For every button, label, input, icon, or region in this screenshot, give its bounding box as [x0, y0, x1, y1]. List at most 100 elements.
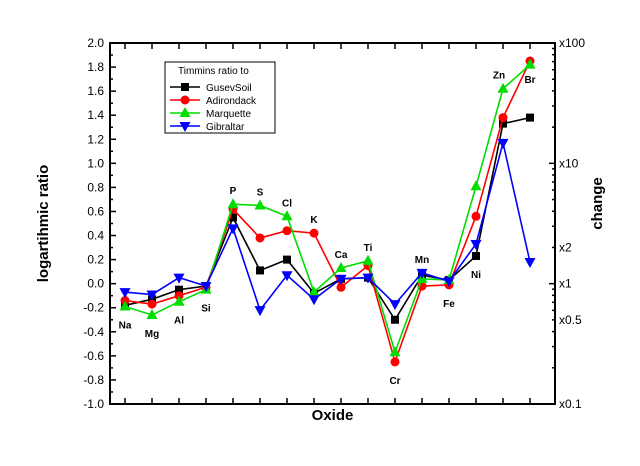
data-point-triangle-down: [524, 258, 536, 269]
data-point-triangle-down: [470, 239, 482, 250]
category-label-ni: Ni: [471, 270, 481, 281]
y2-tick-label: x10: [559, 156, 579, 170]
y-tick-label: 0.2: [87, 253, 104, 267]
data-point-triangle-down: [443, 277, 455, 288]
category-label-al: Al: [174, 316, 184, 327]
data-point-square: [181, 83, 189, 91]
y-tick-label: 0.0: [87, 277, 104, 291]
data-point-square: [499, 119, 507, 128]
category-label-fe: Fe: [443, 299, 455, 310]
data-point-triangle-up: [281, 210, 293, 221]
data-point-circle: [282, 226, 292, 236]
y2-tick-label: x0.5: [559, 313, 582, 327]
category-label-cl: Cl: [282, 198, 292, 209]
data-point-triangle-up: [308, 286, 320, 297]
category-label-na: Na: [119, 321, 132, 332]
data-point-triangle-down: [119, 288, 131, 299]
y-tick-label: -0.6: [83, 349, 104, 363]
legend-entry-marquette: Marquette: [206, 109, 251, 120]
data-point-triangle-down: [146, 290, 158, 301]
legend-entry-adirondack: Adirondack: [206, 96, 257, 107]
data-point-triangle-up: [524, 58, 536, 69]
y2-tick-label: x1: [559, 277, 572, 291]
data-point-triangle-up: [389, 346, 401, 357]
y-tick-label: -1.0: [83, 397, 104, 411]
data-point-circle: [336, 282, 346, 292]
category-label-k: K: [310, 215, 318, 226]
data-point-triangle-down: [179, 122, 191, 132]
category-label-cr: Cr: [389, 376, 400, 387]
data-point-circle: [471, 211, 481, 221]
data-point-triangle-up: [179, 107, 191, 117]
y-tick-label: 1.2: [87, 132, 104, 146]
y-tick-label: 1.8: [87, 60, 104, 74]
data-point-square: [526, 113, 534, 122]
y-axis-label: logartihmic ratio: [35, 165, 52, 283]
series-line-gibraltar: [124, 142, 531, 312]
y-tick-label: 1.4: [87, 108, 104, 122]
category-label-s: S: [257, 187, 264, 198]
data-point-circle: [309, 228, 319, 238]
category-label-zn: Zn: [493, 71, 505, 82]
data-point-triangle-down: [308, 295, 320, 306]
data-point-circle: [147, 299, 157, 309]
category-label-mg: Mg: [145, 329, 159, 340]
legend-title: Timmins ratio to: [178, 66, 249, 77]
data-point-triangle-down: [416, 268, 428, 279]
legend-entry-gusevsoil: GusevSoil: [206, 83, 252, 94]
data-point-triangle-up: [146, 308, 158, 319]
data-point-triangle-down: [362, 273, 374, 284]
data-point-circle: [174, 291, 184, 301]
data-point-circle: [390, 357, 400, 367]
data-point-square: [472, 251, 480, 260]
data-point-square: [391, 315, 399, 324]
y-tick-label: -0.2: [83, 301, 104, 315]
category-label-ti: Ti: [364, 243, 373, 254]
data-point-square: [283, 255, 291, 264]
y-tick-label: 1.6: [87, 84, 104, 98]
data-point-triangle-down: [200, 282, 212, 293]
legend-entry-gibraltar: Gibraltar: [206, 122, 245, 133]
data-point-triangle-up: [362, 254, 374, 265]
y-tick-label: 2.0: [87, 36, 104, 50]
data-point-triangle-down: [173, 273, 185, 284]
data-point-triangle-up: [335, 262, 347, 273]
data-point-triangle-up: [173, 295, 185, 306]
y2-tick-label: x100: [559, 36, 585, 50]
category-label-mn: Mn: [415, 255, 429, 266]
y2-tick-label: x2: [559, 240, 572, 254]
data-point-square: [229, 213, 237, 222]
data-point-triangle-down: [227, 224, 239, 235]
series-line-adirondack: [124, 60, 531, 365]
data-point-triangle-up: [497, 82, 509, 93]
data-point-circle: [120, 296, 130, 306]
category-label-ca: Ca: [335, 250, 348, 261]
data-point-triangle-down: [389, 300, 401, 311]
data-point-triangle-up: [227, 198, 239, 209]
data-point-square: [256, 266, 264, 275]
data-point-circle: [180, 95, 190, 105]
category-label-si: Si: [201, 304, 211, 315]
category-label-p: P: [230, 186, 237, 197]
y-tick-label: -0.8: [83, 373, 104, 387]
y-tick-label: 0.4: [87, 229, 104, 243]
data-point-triangle-down: [254, 306, 266, 317]
data-point-triangle-up: [119, 300, 131, 311]
series-line-marquette: [124, 64, 531, 355]
x-axis-label: Oxide: [312, 407, 354, 424]
y-tick-label: -0.4: [83, 325, 104, 339]
data-point-circle: [255, 233, 265, 243]
data-point-square: [175, 285, 183, 294]
data-point-triangle-down: [497, 138, 509, 149]
data-point-circle: [498, 113, 508, 123]
data-point-triangle-down: [335, 274, 347, 285]
y-tick-label: 1.0: [87, 156, 104, 170]
series-line-gusevsoil: [124, 116, 531, 322]
data-point-triangle-down: [281, 271, 293, 282]
data-point-triangle-up: [254, 199, 266, 210]
y-tick-label: 0.6: [87, 204, 104, 218]
category-label-br: Br: [524, 75, 535, 86]
data-point-triangle-up: [470, 180, 482, 191]
y2-axis-label: change: [589, 177, 606, 230]
